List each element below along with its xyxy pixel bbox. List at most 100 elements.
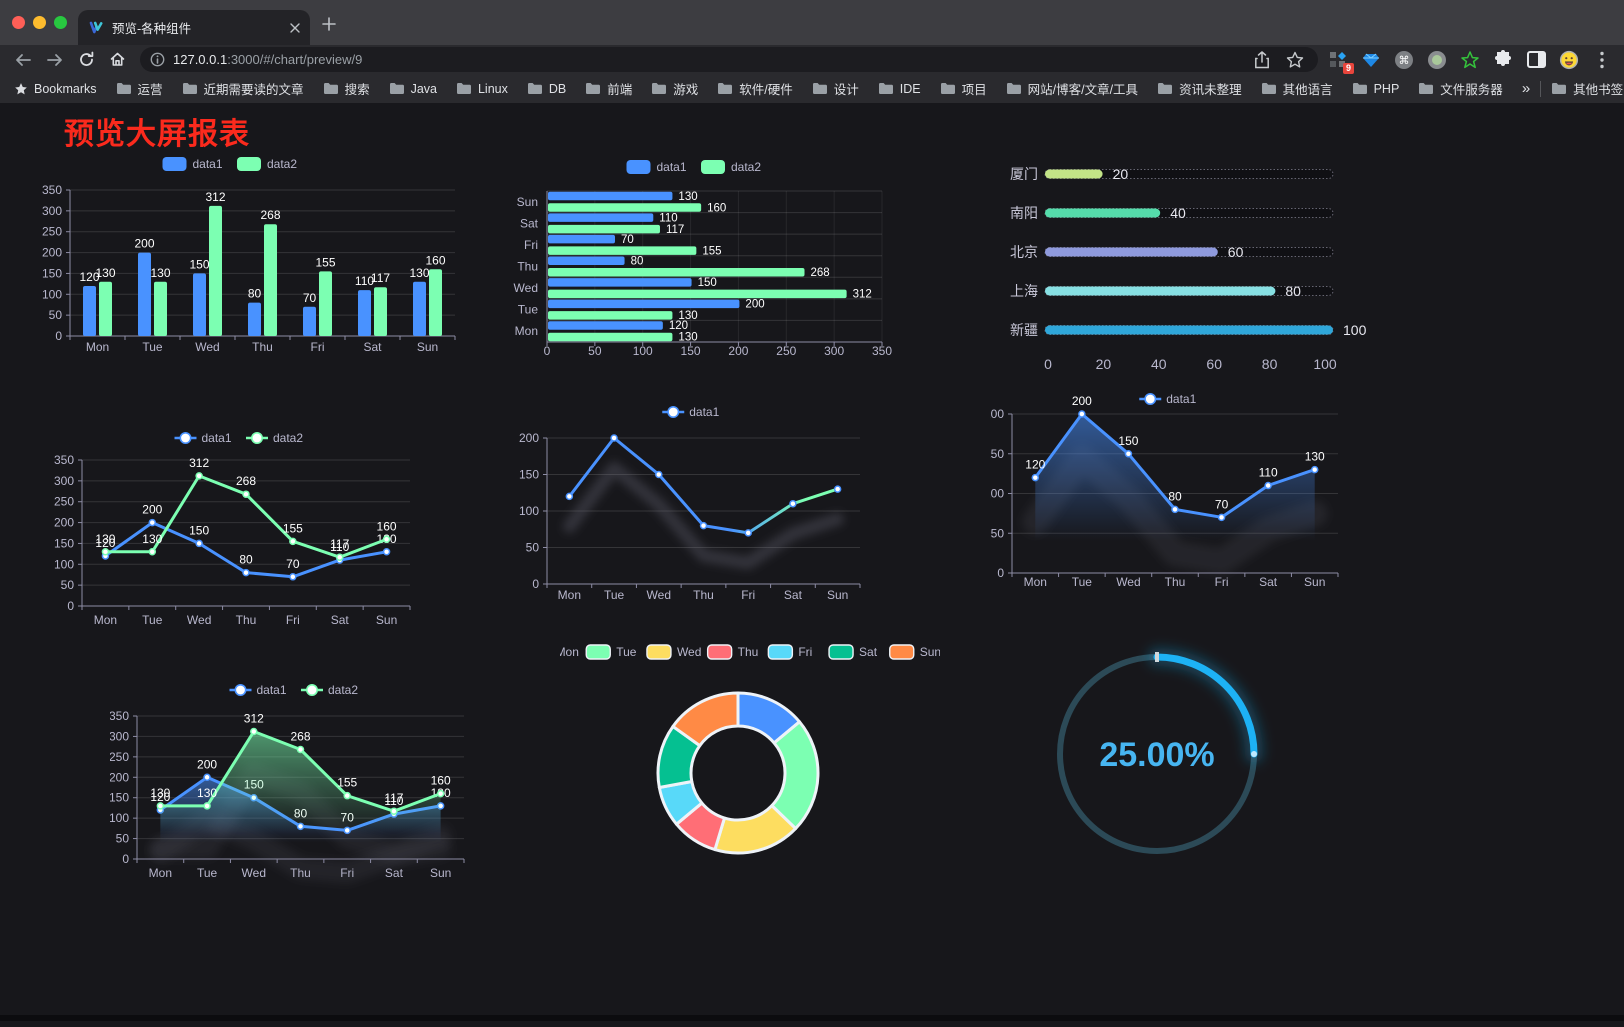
maximize-window-button[interactable]: [54, 16, 67, 29]
minimize-window-button[interactable]: [33, 16, 46, 29]
extension-record-icon[interactable]: [1427, 50, 1447, 70]
legend-swatch-data2[interactable]: [237, 157, 261, 171]
point-data1-Wed[interactable]: [655, 470, 663, 479]
bar-data2-Sat[interactable]: [374, 287, 387, 336]
bar-data1-Wed[interactable]: [193, 273, 206, 336]
point-data1-Thu[interactable]: [1171, 505, 1179, 514]
bookmark-folder-4[interactable]: Linux: [456, 82, 508, 96]
legend-marker-data1[interactable]: [667, 406, 680, 418]
back-button[interactable]: [14, 52, 32, 68]
point-data2-Mon[interactable]: [101, 548, 110, 556]
bookmark-folder-8[interactable]: 软件/硬件: [717, 79, 793, 98]
bar-data2-Fri[interactable]: [319, 271, 332, 336]
point-data1-Fri[interactable]: [744, 529, 752, 537]
legend-marker-data1[interactable]: [179, 432, 192, 444]
progress-fill-4[interactable]: [1045, 325, 1333, 335]
bookmark-folder-0[interactable]: 运营: [116, 79, 163, 98]
hbar-data1-Sat[interactable]: [548, 213, 654, 222]
bookmark-folder-5[interactable]: DB: [527, 82, 566, 96]
bookmark-folder-10[interactable]: IDE: [878, 82, 921, 96]
bar-data2-Thu[interactable]: [264, 224, 277, 336]
legend-swatch-data2[interactable]: [701, 160, 725, 174]
hbar-data2-Sat[interactable]: [548, 224, 660, 234]
progress-fill-2[interactable]: [1045, 247, 1218, 257]
browser-menu-icon[interactable]: [1592, 50, 1612, 70]
legend-swatch-Sat[interactable]: [828, 644, 854, 660]
side-panel-icon[interactable]: [1526, 50, 1546, 70]
browser-tab[interactable]: 预览-各种组件: [78, 10, 310, 45]
point-data1-Mon[interactable]: [1031, 473, 1040, 482]
bookmark-folder-16[interactable]: 文件服务器: [1418, 79, 1503, 98]
hbar-data1-Mon[interactable]: [548, 321, 663, 330]
hbar-data1-Thu[interactable]: [548, 256, 625, 266]
point-data2-Thu[interactable]: [296, 745, 305, 754]
point-data1-Sun[interactable]: [382, 548, 391, 556]
progress-fill-3[interactable]: [1045, 286, 1276, 296]
point-data2-Fri[interactable]: [343, 791, 351, 800]
point-data2-Mon[interactable]: [156, 802, 165, 810]
bar-data1-Sat[interactable]: [358, 290, 371, 336]
home-button[interactable]: [109, 51, 126, 68]
site-info-icon[interactable]: [150, 52, 165, 67]
point-data1-Thu[interactable]: [699, 521, 708, 530]
bookmark-star-icon[interactable]: [1286, 51, 1304, 69]
url-text[interactable]: 127.0.0.1:3000/#/chart/preview/9: [173, 52, 362, 67]
legend-swatch-data1[interactable]: [626, 160, 651, 174]
bookmark-folder-6[interactable]: 前端: [585, 79, 632, 98]
bar-data2-Wed[interactable]: [209, 205, 222, 336]
bar-data2-Tue[interactable]: [154, 281, 167, 336]
bookmark-folder-7[interactable]: 游戏: [651, 79, 698, 98]
address-bar[interactable]: 127.0.0.1:3000/#/chart/preview/9: [140, 47, 1318, 72]
progress-fill-1[interactable]: [1045, 208, 1161, 218]
hbar-data2-Mon[interactable]: [548, 332, 673, 342]
point-data2-Wed[interactable]: [250, 727, 258, 736]
hbar-data1-Fri[interactable]: [548, 234, 615, 244]
gauge-progress[interactable]: [1153, 653, 1258, 758]
bookmark-folder-12[interactable]: 网站/博客/文章/工具: [1006, 79, 1138, 98]
other-bookmarks-folder[interactable]: 其他书签: [1551, 79, 1623, 98]
point-data1-Tue[interactable]: [610, 434, 618, 442]
point-data1-Sun[interactable]: [833, 485, 842, 493]
bookmark-folder-15[interactable]: PHP: [1352, 82, 1399, 96]
hbar-data2-Sun[interactable]: [548, 203, 702, 212]
point-data1-Sun[interactable]: [1310, 465, 1319, 474]
bar-data2-Sun[interactable]: [429, 269, 442, 336]
point-data1-Tue[interactable]: [203, 773, 211, 782]
point-data2-Sun[interactable]: [436, 789, 445, 798]
bookmark-folder-13[interactable]: 资讯未整理: [1157, 79, 1242, 98]
point-data1-Wed[interactable]: [195, 539, 203, 548]
bookmark-folder-1[interactable]: 近期需要读的文章: [182, 79, 304, 98]
legend-marker-data1[interactable]: [234, 684, 247, 696]
hbar-data2-Thu[interactable]: [548, 268, 805, 277]
extension-diamond-icon[interactable]: [1361, 50, 1381, 70]
close-window-button[interactable]: [12, 16, 25, 29]
hbar-data1-Wed[interactable]: [548, 278, 692, 287]
hbar-data1-Sun[interactable]: [548, 191, 673, 201]
bookmark-item-bookmarks[interactable]: Bookmarks: [14, 82, 97, 96]
point-data1-Sat[interactable]: [789, 499, 797, 508]
bar-data1-Sun[interactable]: [413, 281, 426, 336]
point-data1-Fri[interactable]: [1217, 513, 1226, 522]
line-data1[interactable]: [567, 436, 840, 535]
legend-swatch-Fri[interactable]: [767, 644, 794, 660]
point-data1-Tue[interactable]: [1078, 410, 1086, 418]
point-data2-Tue[interactable]: [203, 802, 211, 810]
hbar-data2-Fri[interactable]: [548, 246, 697, 255]
hbar-data1-Tue[interactable]: [548, 299, 740, 309]
bookmark-folder-2[interactable]: 搜索: [323, 79, 370, 98]
pie-slice-Sun[interactable]: [671, 691, 740, 748]
bookmark-folder-11[interactable]: 项目: [940, 79, 987, 98]
bar-data1-Tue[interactable]: [138, 252, 151, 336]
legend-swatch-Wed[interactable]: [646, 644, 672, 660]
extension-grid-icon[interactable]: 9: [1328, 50, 1354, 74]
bookmarks-overflow-button[interactable]: »: [1521, 80, 1531, 97]
progress-fill-0[interactable]: [1045, 169, 1103, 179]
reload-button[interactable]: [78, 51, 95, 68]
bookmark-folder-14[interactable]: 其他语言: [1261, 79, 1333, 98]
legend-marker-data2[interactable]: [251, 432, 264, 444]
point-data2-Fri[interactable]: [289, 537, 297, 546]
point-data1-Fri[interactable]: [289, 573, 297, 581]
bar-data1-Fri[interactable]: [303, 306, 316, 336]
bar-data2-Mon[interactable]: [99, 281, 112, 336]
point-data2-Sat[interactable]: [335, 553, 344, 561]
